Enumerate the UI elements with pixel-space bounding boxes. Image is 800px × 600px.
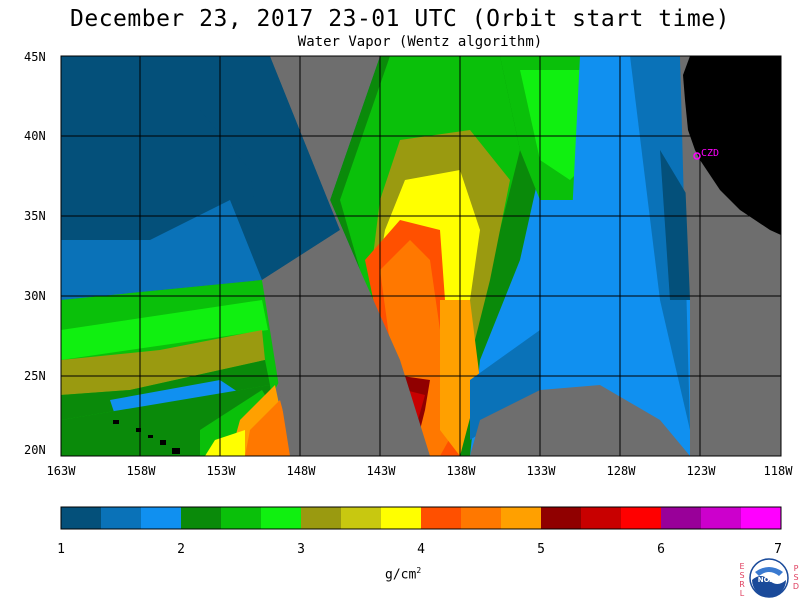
colorbar-tick-2: 2 <box>177 542 185 557</box>
lon-label-138w: 138W <box>446 464 476 478</box>
lon-label-123w: 123W <box>686 464 716 478</box>
colorbar-segment <box>421 507 462 529</box>
lon-label-133w: 133W <box>526 464 556 478</box>
station-label: CZD <box>701 148 719 159</box>
units-text: g/cm <box>385 567 417 583</box>
lat-label-20n: 20N <box>24 443 46 457</box>
colorbar-tick-3: 3 <box>297 542 305 557</box>
station-marker-icon <box>693 152 701 160</box>
colorbar-segment <box>101 507 142 529</box>
colorbar-segment <box>661 507 702 529</box>
colorbar-segment <box>581 507 622 529</box>
colorbar-segment <box>701 507 742 529</box>
lon-label-143w: 143W <box>366 464 396 478</box>
colorbar-tick-1: 1 <box>57 542 65 557</box>
lat-label-35n: 35N <box>24 209 46 223</box>
lon-label-163w: 163W <box>46 464 76 478</box>
svg-text:NOAA: NOAA <box>758 576 781 584</box>
colorbar-segment <box>501 507 542 529</box>
lon-label-148w: 148W <box>286 464 316 478</box>
colorbar-segment <box>221 507 262 529</box>
land-north-america <box>683 56 781 235</box>
lat-label-40n: 40N <box>24 129 46 143</box>
map-frame <box>60 55 782 457</box>
right-swath <box>560 56 690 456</box>
colorbar-segment <box>261 507 302 529</box>
lat-label-30n: 30N <box>24 289 46 303</box>
colorbar-segment <box>741 507 782 529</box>
colorbar-tick-5: 5 <box>537 542 545 557</box>
colorbar-segment <box>181 507 222 529</box>
colorbar-segment <box>341 507 382 529</box>
map-title: December 23, 2017 23-01 UTC (Orbit start… <box>70 6 730 32</box>
lon-label-158w: 158W <box>126 464 156 478</box>
colorbar-segment <box>381 507 422 529</box>
lat-label-45n: 45N <box>24 50 46 64</box>
lon-label-153w: 153W <box>206 464 236 478</box>
lat-label-25n: 25N <box>24 369 46 383</box>
map-grid <box>61 56 781 456</box>
units-sup: 2 <box>416 566 422 575</box>
colorbar-segment <box>301 507 342 529</box>
colorbar-tick-7: 7 <box>774 542 782 557</box>
colorbar-segment <box>61 507 102 529</box>
colorbar-tick-6: 6 <box>657 542 665 557</box>
colorbar-segment <box>141 507 182 529</box>
colorbar-frame <box>60 506 782 530</box>
colorbar-segment <box>461 507 502 529</box>
colorbar <box>61 507 782 529</box>
gap-left <box>262 56 430 456</box>
map-subtitle: Water Vapor (Wentz algorithm) <box>297 34 543 50</box>
hawaii-islands <box>113 420 180 454</box>
noaa-emblem-icon: NOAA <box>749 558 789 598</box>
left-swath <box>61 56 340 456</box>
gap-bottom <box>470 385 690 456</box>
lon-label-128w: 128W <box>606 464 636 478</box>
colorbar-segment <box>621 507 662 529</box>
colorbar-tick-4: 4 <box>417 542 425 557</box>
lon-label-118w: 118W <box>763 464 793 478</box>
colorbar-units: g/cm2 <box>385 566 421 582</box>
colorbar-segment <box>541 507 582 529</box>
